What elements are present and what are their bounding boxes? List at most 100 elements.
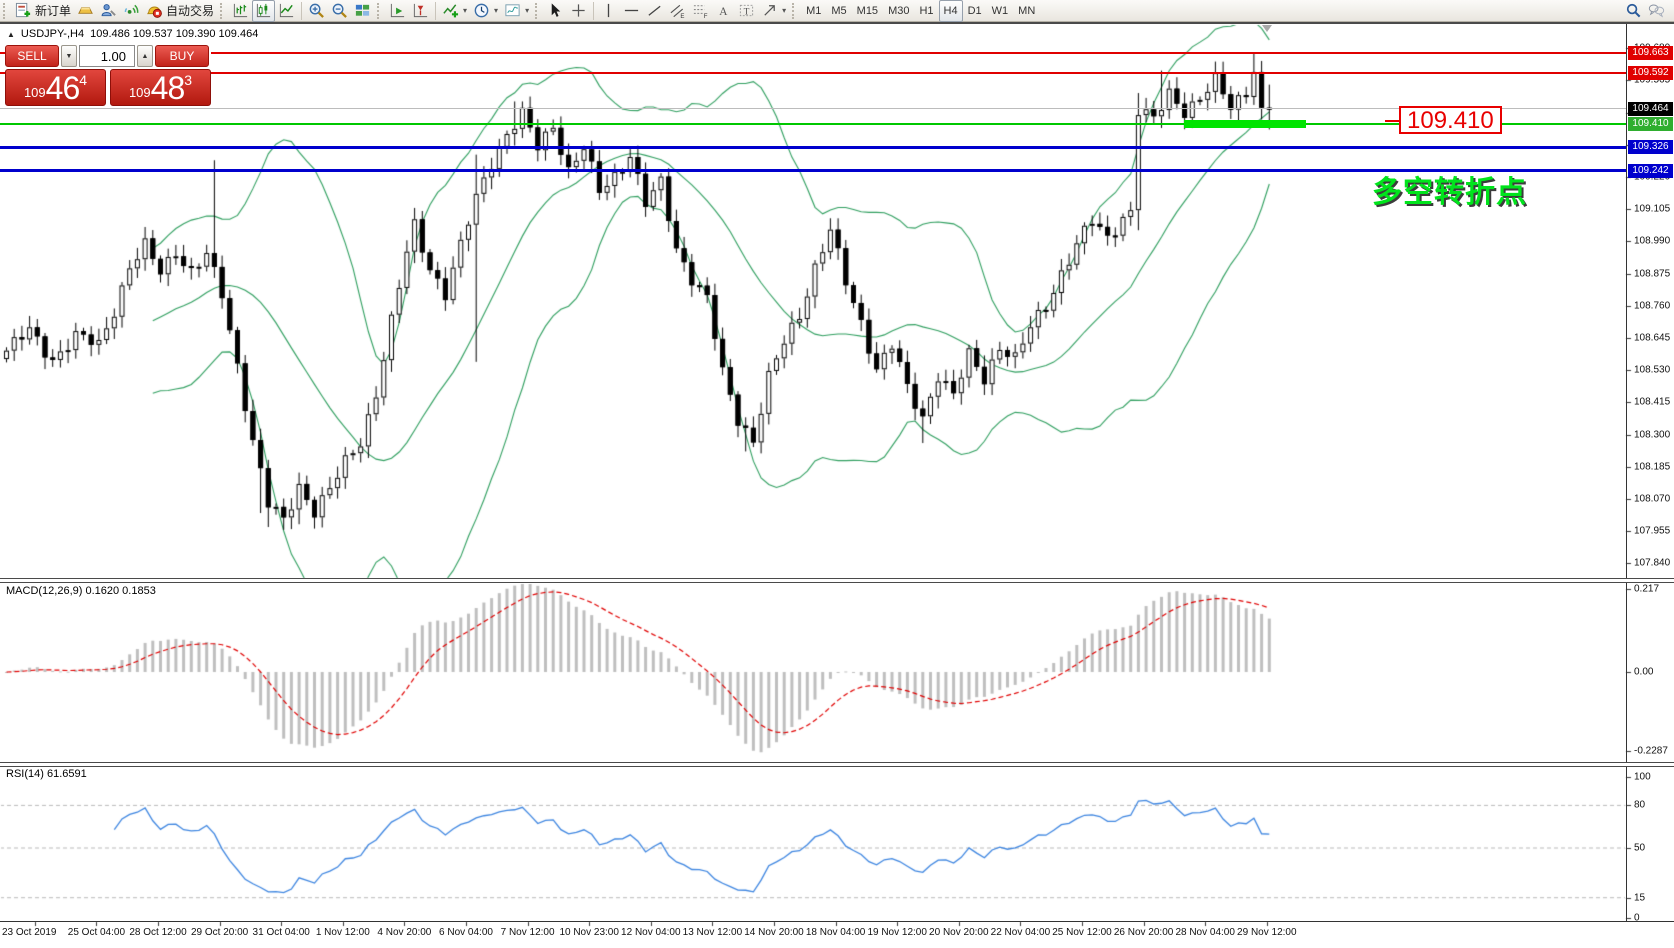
volume-decrease-button[interactable]: ▼ <box>61 45 77 67</box>
tf-d1-button[interactable]: D1 <box>963 0 987 22</box>
svg-text:T: T <box>744 7 750 17</box>
autotrading-icon <box>146 2 163 19</box>
rsi-indicator-label: RSI(14) 61.6591 <box>6 768 87 780</box>
toolbar-separator <box>435 1 437 20</box>
buy-price-integer: 109 <box>128 85 151 100</box>
tf-w1-button[interactable]: W1 <box>987 0 1014 22</box>
signals-icon <box>123 2 140 19</box>
search-icon <box>1625 2 1642 19</box>
svg-text:E: E <box>680 13 684 19</box>
equidistant-channel-button[interactable]: E <box>666 0 689 22</box>
toolbar-grip <box>792 2 797 19</box>
bar-chart-mode-icon <box>232 2 249 19</box>
horizontal-line-button[interactable] <box>620 0 643 22</box>
vertical-line-icon <box>600 2 617 19</box>
candle-chart-mode-button[interactable] <box>252 0 276 22</box>
new-order-label: 新订单 <box>35 4 72 18</box>
toolbar: 新订单 自动交易 ▾ ▾ ▾ E F A T ▾ M1 M5 M15 M30 H1 H4 D1 W1 MN <box>0 0 1674 22</box>
rsi-pane-separator[interactable] <box>0 762 1674 767</box>
cursor-button[interactable] <box>544 0 567 22</box>
autotrading-button[interactable]: 自动交易 <box>143 0 217 22</box>
symbol-period-label: USDJPY-,H4 <box>20 28 85 40</box>
collapse-arrow-icon[interactable]: ▲ <box>7 29 15 39</box>
toolbar-grip <box>535 2 540 19</box>
callout-dash <box>1385 120 1399 122</box>
svg-text:A: A <box>719 6 728 18</box>
tf-m5-label: M5 <box>831 4 847 17</box>
toolbar-grip <box>220 2 225 19</box>
volume-increase-button[interactable]: ▲ <box>137 45 153 67</box>
sell-price-pips: 46 <box>45 70 81 106</box>
gold-bar-icon <box>77 2 94 19</box>
tf-mn-button[interactable]: MN <box>1013 0 1040 22</box>
text-button[interactable]: A <box>712 0 735 22</box>
accounts-button[interactable] <box>97 0 120 22</box>
equidistant-channel-icon: E <box>669 2 686 19</box>
indicators-dropdown-arrow-icon[interactable]: ▾ <box>463 6 468 15</box>
tf-m1-button[interactable]: M1 <box>801 0 826 22</box>
zoom-out-button[interactable] <box>328 0 351 22</box>
accounts-icon <box>100 2 117 19</box>
macd-indicator-label: MACD(12,26,9) 0.1620 0.1853 <box>6 585 156 597</box>
cursor-icon <box>547 2 564 19</box>
trendline-button[interactable] <box>643 0 666 22</box>
annotation-text[interactable]: 多空转折点 <box>1372 176 1527 209</box>
sell-price-point: 4 <box>79 72 88 88</box>
periods-icon <box>473 2 490 19</box>
signals-button[interactable] <box>120 0 143 22</box>
one-click-trading-panel: SELL ▼ 1.00 ▲ BUY 109 46 4 109 48 3 <box>5 45 211 108</box>
zoom-in-button[interactable] <box>305 0 328 22</box>
auto-scroll-icon <box>389 2 406 19</box>
tf-m15-button[interactable]: M15 <box>852 0 883 22</box>
fibonacci-button[interactable]: F <box>689 0 712 22</box>
text-icon: A <box>715 2 732 19</box>
tile-windows-button[interactable] <box>351 0 374 22</box>
shapes-dropdown-arrow-icon[interactable]: ▾ <box>782 6 787 15</box>
indicators-icon <box>442 2 459 19</box>
chat-button[interactable] <box>1645 0 1668 22</box>
crosshair-icon <box>570 2 587 19</box>
volume-input[interactable]: 1.00 <box>79 45 135 67</box>
buy-price-box[interactable]: 109 48 3 <box>110 69 211 106</box>
tf-m30-button[interactable]: M30 <box>883 0 914 22</box>
chart-shift-button[interactable] <box>409 0 432 22</box>
templates-button[interactable]: ▾ <box>501 0 532 22</box>
templates-dropdown-arrow-icon[interactable]: ▾ <box>525 6 530 15</box>
bar-chart-mode-button[interactable] <box>229 0 252 22</box>
search-button[interactable] <box>1622 0 1645 22</box>
price-axis-border <box>1626 24 1627 921</box>
periods-dropdown-arrow-icon[interactable]: ▾ <box>494 6 499 15</box>
auto-scroll-button[interactable] <box>386 0 409 22</box>
gold-bar-button[interactable] <box>74 0 97 22</box>
new-order-button[interactable]: 新订单 <box>12 0 74 22</box>
templates-icon <box>504 2 521 19</box>
sell-button[interactable]: SELL <box>5 45 59 67</box>
svg-text:F: F <box>704 13 708 19</box>
horizontal-line-icon <box>623 2 640 19</box>
tf-m5-button[interactable]: M5 <box>826 0 851 22</box>
tf-m15-label: M15 <box>856 4 879 17</box>
price-callout[interactable]: 109.410 <box>1385 106 1502 134</box>
sell-price-box[interactable]: 109 46 4 <box>5 69 106 106</box>
tf-h4-button[interactable]: H4 <box>938 0 963 22</box>
macd-pane-separator[interactable] <box>0 578 1674 583</box>
periods-button[interactable]: ▾ <box>470 0 501 22</box>
crosshair-button[interactable] <box>567 0 590 22</box>
toolbar-separator <box>301 1 303 20</box>
vertical-line-button[interactable] <box>597 0 620 22</box>
buy-price-pips: 48 <box>150 70 186 106</box>
text-label-icon: T <box>738 2 755 19</box>
shapes-button[interactable]: ▾ <box>758 0 789 22</box>
chart-shift-marker-icon[interactable] <box>1262 25 1272 32</box>
text-label-button[interactable]: T <box>735 0 758 22</box>
tf-h1-button[interactable]: H1 <box>914 0 938 22</box>
time-axis-border <box>0 921 1674 922</box>
tf-mn-label: MN <box>1018 4 1036 17</box>
indicators-button[interactable]: ▾ <box>439 0 470 22</box>
buy-button[interactable]: BUY <box>155 45 209 67</box>
shapes-icon <box>761 2 778 19</box>
line-chart-mode-button[interactable] <box>275 0 298 22</box>
candle-chart-mode-icon <box>255 2 272 19</box>
